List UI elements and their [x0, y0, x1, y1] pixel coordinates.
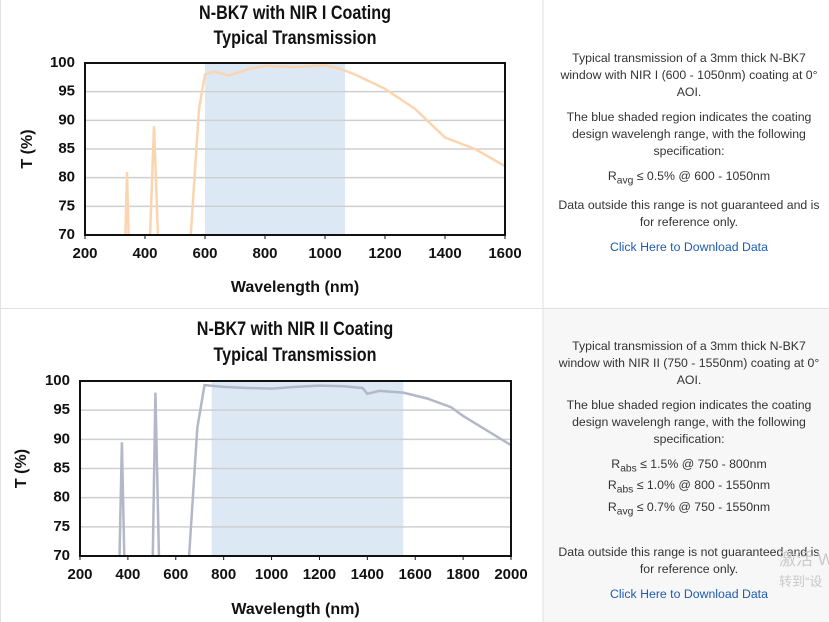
x-tick-label: 200	[72, 245, 97, 262]
x-tick-label: 600	[163, 566, 188, 583]
plot-frame	[84, 62, 506, 236]
chart-title: N-BK7 with NIR I Coating	[199, 2, 391, 24]
spec-sub: abs	[620, 463, 637, 475]
shading-note: The blue shaded region indicates the coa…	[566, 110, 812, 158]
chart-subtitle: Typical Transmission	[214, 27, 377, 49]
x-tick-label: 1400	[351, 566, 384, 583]
y-tick-label: 100	[50, 54, 75, 71]
x-tick-label: 400	[132, 245, 157, 262]
y-tick-label: 95	[58, 83, 75, 100]
download-link[interactable]: Click Here to Download Data	[610, 587, 768, 602]
x-tick-label: 1600	[399, 566, 432, 583]
y-tick-label: 80	[58, 169, 75, 186]
x-tick-label: 400	[115, 566, 140, 583]
y-tick-label: 85	[58, 140, 75, 157]
data-line	[124, 64, 505, 235]
disclaimer: Data outside this range is not guarantee…	[558, 198, 820, 230]
x-tick-label: 1400	[428, 245, 461, 262]
x-tick-label: 1200	[303, 566, 336, 583]
x-tick-label: 1000	[308, 245, 341, 262]
y-tick-label: 90	[53, 430, 70, 447]
watermark: 激活 W	[779, 550, 829, 569]
chart-subtitle: Typical Transmission	[214, 344, 377, 366]
data-line	[118, 383, 511, 556]
y-tick-label: 70	[58, 226, 75, 243]
disclaimer: Data outside this range is not guarantee…	[558, 545, 820, 577]
watermark: 转到“设	[779, 574, 823, 589]
spec-sub: avg	[616, 506, 634, 518]
x-tick-label: 1200	[368, 245, 401, 262]
x-tick-label: 600	[192, 245, 217, 262]
y-tick-label: 70	[53, 547, 70, 564]
spec-list: Ravg ≤ 0.5% @ 600 - 1050nm	[552, 168, 826, 189]
description: Typical transmission of a 3mm thick N-BK…	[560, 51, 818, 99]
y-axis-label: T (%)	[19, 129, 36, 168]
x-tick-label: 1800	[446, 566, 479, 583]
plot-frame	[79, 380, 512, 557]
spec-symbol: R	[607, 499, 617, 514]
y-tick-label: 75	[53, 518, 70, 535]
spec-sub: abs	[616, 484, 634, 496]
y-tick-label: 80	[53, 489, 70, 506]
spec-line: Ravg ≤ 0.7% @ 750 - 1550nm	[552, 499, 826, 520]
spec-text: ≤ 0.7% @ 750 - 1550nm	[636, 499, 771, 514]
x-tick-label: 2000	[494, 566, 527, 583]
spec-text: ≤ 0.5% @ 600 - 1050nm	[636, 169, 771, 183]
chart-title: N-BK7 with NIR II Coating	[197, 318, 393, 340]
y-axis-label: T (%)	[13, 449, 30, 488]
info-panel: Typical transmission of a 3mm thick N-BK…	[552, 338, 826, 611]
x-axis-label: Wavelength (nm)	[231, 279, 359, 296]
y-tick-label: 85	[53, 459, 70, 476]
info-panel: Typical transmission of a 3mm thick N-BK…	[552, 50, 826, 264]
spec-symbol: R	[607, 169, 617, 183]
x-tick-label: 1000	[255, 566, 288, 583]
download-link[interactable]: Click Here to Download Data	[610, 240, 768, 255]
spec-symbol: R	[607, 478, 617, 493]
panel-background	[543, 308, 829, 622]
x-tick-label: 800	[252, 245, 277, 262]
x-tick-label: 800	[211, 566, 236, 583]
spec-text: ≤ 1.5% @ 750 - 800nm	[640, 457, 767, 471]
y-tick-label: 95	[53, 401, 70, 418]
spec-sub: avg	[616, 175, 634, 187]
spec-line: Ravg ≤ 0.5% @ 600 - 1050nm	[552, 168, 826, 189]
y-tick-label: 100	[45, 372, 70, 389]
spec-symbol: R	[611, 457, 621, 471]
x-tick-label: 1600	[488, 245, 521, 262]
spec-line: Rabs ≤ 1.0% @ 800 - 1550nm	[552, 477, 826, 498]
x-axis-label: Wavelength (nm)	[231, 601, 359, 618]
y-tick-label: 75	[58, 197, 75, 214]
shading-note: The blue shaded region indicates the coa…	[566, 398, 812, 446]
x-tick-label: 200	[67, 566, 92, 583]
spec-text: ≤ 1.0% @ 800 - 1550nm	[636, 478, 771, 493]
description: Typical transmission of a 3mm thick N-BK…	[558, 339, 820, 387]
y-tick-label: 90	[58, 111, 75, 128]
spec-list: Rabs ≤ 1.5% @ 750 - 800nm Rabs ≤ 1.0% @ 8…	[552, 456, 826, 520]
spec-line: Rabs ≤ 1.5% @ 750 - 800nm	[552, 456, 826, 477]
